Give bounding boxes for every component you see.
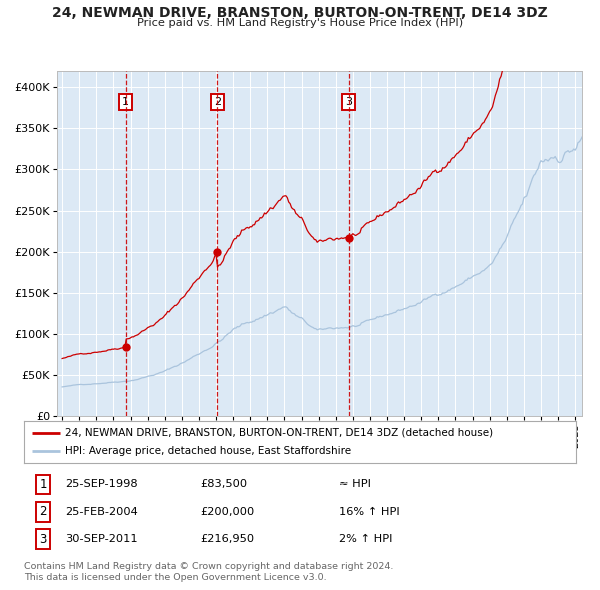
Text: 24, NEWMAN DRIVE, BRANSTON, BURTON-ON-TRENT, DE14 3DZ: 24, NEWMAN DRIVE, BRANSTON, BURTON-ON-TR… xyxy=(52,6,548,20)
Text: 2: 2 xyxy=(214,97,221,107)
Text: 3: 3 xyxy=(40,533,47,546)
Text: This data is licensed under the Open Government Licence v3.0.: This data is licensed under the Open Gov… xyxy=(24,573,326,582)
Text: 2% ↑ HPI: 2% ↑ HPI xyxy=(338,535,392,544)
Text: 30-SEP-2011: 30-SEP-2011 xyxy=(65,535,138,544)
Text: 1: 1 xyxy=(122,97,129,107)
Text: 2: 2 xyxy=(40,505,47,519)
Text: 3: 3 xyxy=(345,97,352,107)
Text: £83,500: £83,500 xyxy=(200,480,248,489)
Text: HPI: Average price, detached house, East Staffordshire: HPI: Average price, detached house, East… xyxy=(65,446,352,456)
Text: £200,000: £200,000 xyxy=(200,507,255,517)
Text: 1: 1 xyxy=(40,478,47,491)
Text: 24, NEWMAN DRIVE, BRANSTON, BURTON-ON-TRENT, DE14 3DZ (detached house): 24, NEWMAN DRIVE, BRANSTON, BURTON-ON-TR… xyxy=(65,428,494,438)
Text: ≈ HPI: ≈ HPI xyxy=(338,480,371,489)
Text: Price paid vs. HM Land Registry's House Price Index (HPI): Price paid vs. HM Land Registry's House … xyxy=(137,18,463,28)
Text: 16% ↑ HPI: 16% ↑ HPI xyxy=(338,507,400,517)
Text: 25-SEP-1998: 25-SEP-1998 xyxy=(65,480,138,489)
Text: £216,950: £216,950 xyxy=(200,535,255,544)
Text: Contains HM Land Registry data © Crown copyright and database right 2024.: Contains HM Land Registry data © Crown c… xyxy=(24,562,394,571)
Text: 25-FEB-2004: 25-FEB-2004 xyxy=(65,507,138,517)
